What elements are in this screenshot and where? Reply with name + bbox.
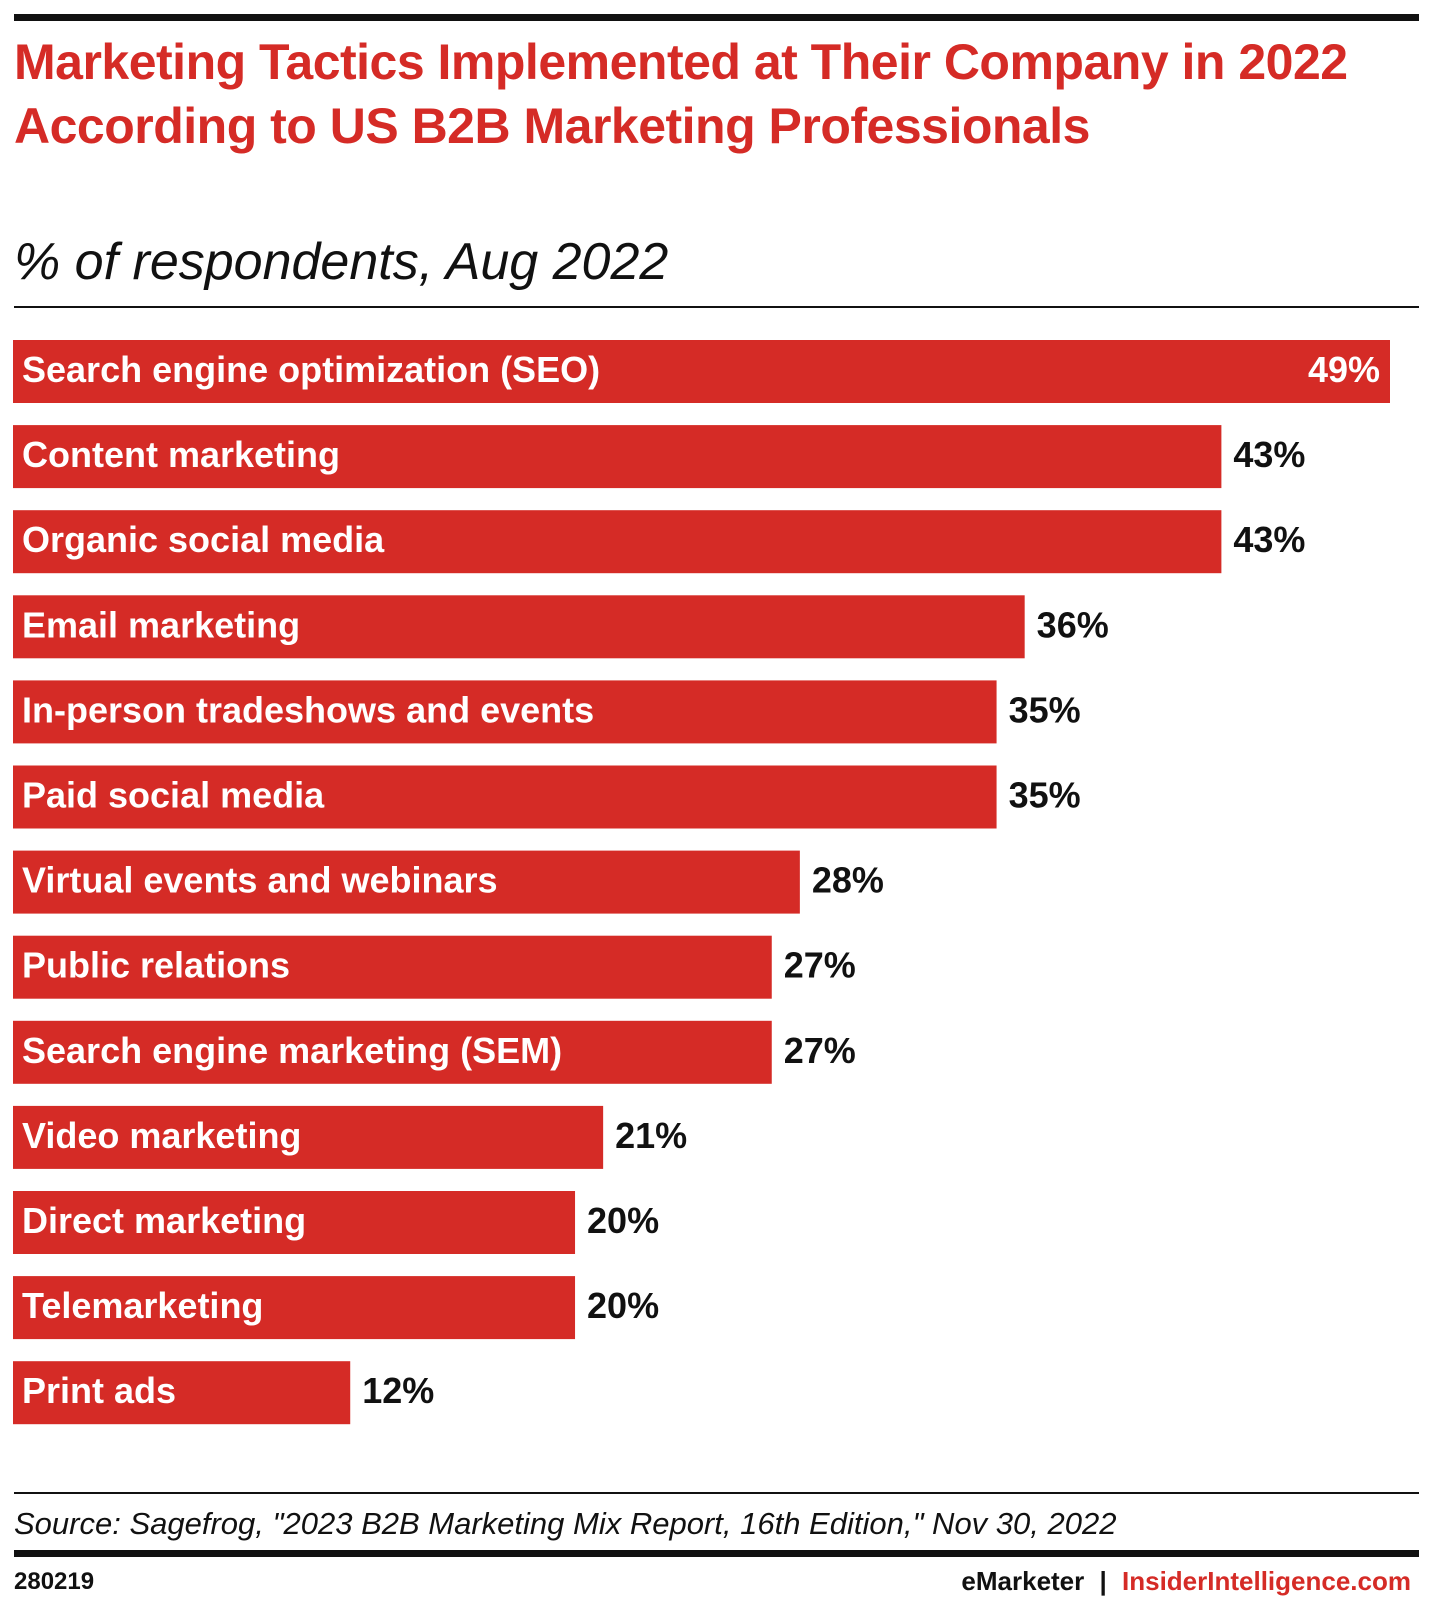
category-label: Print ads	[22, 1370, 176, 1411]
value-label: 35%	[1009, 775, 1081, 816]
bar	[13, 340, 1390, 403]
value-label: 28%	[812, 860, 884, 901]
value-label: 12%	[362, 1370, 434, 1411]
bar	[13, 425, 1222, 489]
chart-id: 280219	[14, 1568, 95, 1595]
category-label: Public relations	[22, 945, 290, 986]
top-rule	[14, 14, 1419, 21]
category-label: Telemarketing	[22, 1285, 263, 1326]
bar	[13, 595, 1025, 659]
chart-title: Marketing Tactics Implemented at Their C…	[14, 34, 1348, 154]
category-label: Direct marketing	[22, 1200, 306, 1241]
bar	[13, 1276, 576, 1340]
bar	[13, 1361, 351, 1425]
category-label: Paid social media	[22, 775, 325, 816]
category-label: Search engine optimization (SEO)	[22, 349, 600, 390]
category-label: Organic social media	[22, 519, 385, 560]
bar	[13, 1105, 604, 1169]
bar	[13, 510, 1222, 574]
value-label: 27%	[784, 1030, 856, 1071]
category-label: Virtual events and webinars	[22, 860, 498, 901]
category-label: Content marketing	[22, 434, 340, 475]
category-label: Video marketing	[22, 1115, 301, 1156]
value-label: 43%	[1233, 434, 1305, 475]
brand: eMarketer	[961, 1566, 1085, 1596]
source: Source: Sagefrog, "2023 B2B Marketing Mi…	[14, 1506, 1117, 1541]
value-label: 21%	[615, 1115, 687, 1156]
category-label: In-person tradeshows and events	[22, 689, 594, 730]
value-label: 20%	[587, 1285, 659, 1326]
bar	[13, 765, 997, 829]
value-label: 35%	[1009, 689, 1081, 730]
bar	[13, 935, 772, 999]
value-label: 36%	[1037, 604, 1109, 645]
bar	[13, 1020, 772, 1084]
footer: eMarketer | InsiderIntelligence.com	[961, 1566, 1411, 1597]
rule	[14, 1492, 1419, 1494]
bar	[13, 1191, 576, 1254]
bar	[13, 680, 997, 744]
separator: |	[1099, 1566, 1107, 1596]
bar	[13, 850, 800, 914]
chart-subtitle: % of respondents, Aug 2022	[14, 233, 669, 291]
website: InsiderIntelligence.com	[1122, 1566, 1411, 1596]
chart: Search engine optimization (SEO) 49% Conte…	[13, 340, 1390, 1425]
value-label: 27%	[784, 945, 856, 986]
bottom-rule	[14, 1550, 1419, 1557]
rule	[14, 306, 1419, 308]
value-label: 20%	[587, 1200, 659, 1241]
category-label: Search engine marketing (SEM)	[22, 1030, 562, 1071]
category-label: Email marketing	[22, 604, 300, 645]
value-label: 49%	[1308, 349, 1380, 390]
value-label: 43%	[1233, 519, 1305, 560]
